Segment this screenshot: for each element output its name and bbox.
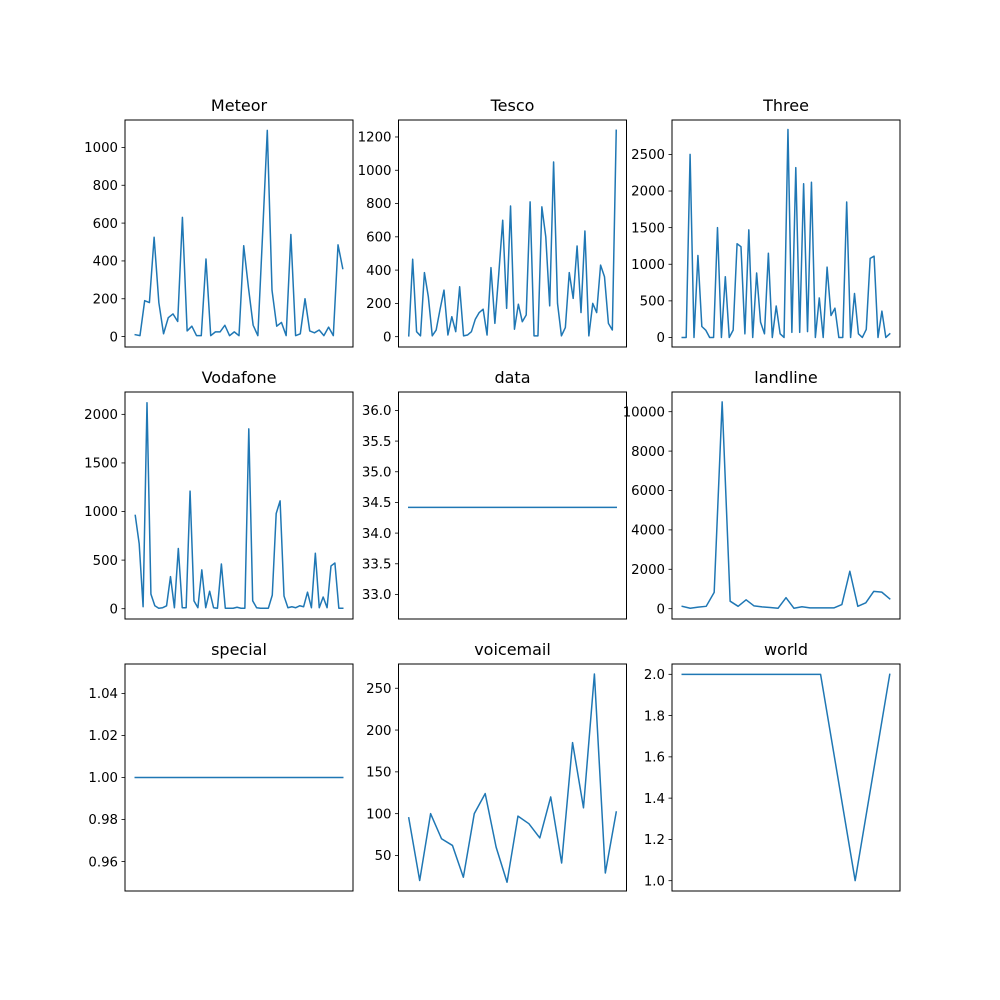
subplot-1: 0 200 400 600 800 1000 1200 Tesco	[358, 96, 627, 348]
panel-title: Meteor	[211, 96, 268, 115]
y-tick-label: 200	[366, 724, 391, 739]
subplot-7: 50 100 150 200 250 voicemail	[366, 640, 627, 892]
panel-title: special	[211, 640, 267, 659]
y-tick-label: 1.8	[644, 709, 665, 724]
y-tick-label: 1.04	[88, 687, 118, 702]
series-line-1-0	[407, 129, 618, 337]
y-tick-label: 50	[375, 849, 392, 864]
y-tick-label: 200	[93, 292, 118, 307]
y-tick-label: 1.4	[644, 792, 665, 807]
axes-frame	[671, 391, 901, 620]
y-tick-label: 0	[383, 330, 391, 345]
y-tick-label: 1500	[631, 221, 665, 236]
subplot-8: 1.0 1.2 1.4 1.6 1.8 2.0 world	[644, 640, 901, 892]
y-tick-label: 1.02	[88, 729, 118, 744]
subplot-2: 0 500 1000 1500 2000 2500 Three	[631, 96, 901, 348]
y-tick-label: 35.5	[362, 435, 392, 450]
axes-frame	[398, 119, 627, 348]
panel-title: Tesco	[490, 96, 535, 115]
axes-frame	[124, 391, 354, 620]
y-tick-label: 8000	[631, 445, 665, 460]
axes-frame	[124, 119, 354, 348]
y-tick-label: 1.2	[644, 833, 665, 848]
panel-title: data	[494, 368, 530, 387]
y-tick-label: 150	[366, 766, 391, 781]
y-tick-label: 33.0	[362, 588, 392, 603]
y-tick-label: 34.0	[362, 527, 392, 542]
y-tick-label: 1.6	[644, 751, 665, 766]
series-line-8-0	[681, 673, 891, 882]
y-tick-label: 1500	[84, 457, 118, 472]
y-tick-label: 1000	[84, 505, 118, 520]
y-tick-label: 6000	[631, 484, 665, 499]
subplot-6: 0.96 0.98 1.00 1.02 1.04 special	[88, 640, 354, 892]
panel-title: voicemail	[474, 640, 551, 659]
y-tick-label: 10000	[623, 405, 665, 420]
y-tick-label: 800	[93, 179, 118, 194]
y-tick-label: 500	[93, 554, 118, 569]
y-tick-label: 100	[366, 807, 391, 822]
y-tick-label: 2000	[631, 185, 665, 200]
y-tick-label: 2000	[631, 563, 665, 578]
y-tick-label: 2500	[631, 148, 665, 163]
y-tick-label: 35.0	[362, 465, 392, 480]
subplot-0: 0 200 400 600 800 1000 Meteor	[84, 96, 354, 348]
y-tick-label: 33.5	[362, 557, 392, 572]
subplot-3: 0 500 1000 1500 2000 Vodafone	[84, 368, 354, 620]
series-line-7-0	[407, 673, 618, 883]
y-tick-label: 500	[640, 295, 665, 310]
y-tick-label: 0	[110, 330, 118, 345]
y-tick-label: 600	[366, 231, 391, 246]
y-tick-label: 400	[366, 264, 391, 279]
y-tick-label: 1000	[358, 164, 392, 179]
y-tick-label: 1200	[358, 131, 392, 146]
panel-title: landline	[754, 368, 817, 387]
series-line-0-0	[134, 129, 344, 337]
axes-frame	[671, 663, 901, 892]
panel-title: Vodafone	[202, 368, 277, 387]
y-tick-label: 2000	[84, 408, 118, 423]
axes-frame	[398, 663, 627, 892]
y-tick-label: 0.96	[88, 855, 118, 870]
y-tick-label: 34.5	[362, 496, 392, 511]
axes-frame	[671, 119, 901, 348]
subplot-4: 33.0 33.5 34.0 34.5 35.0 35.5 36.0 data	[362, 368, 627, 620]
y-tick-label: 0.98	[88, 813, 118, 828]
series-line-3-0	[134, 401, 344, 609]
y-tick-label: 36.0	[362, 404, 392, 419]
panel-title: Three	[762, 96, 809, 115]
y-tick-label: 250	[366, 682, 391, 697]
y-tick-label: 0	[657, 331, 665, 346]
y-tick-label: 1.0	[644, 874, 665, 889]
y-tick-label: 1000	[631, 258, 665, 273]
y-tick-label: 1.00	[88, 771, 118, 786]
y-tick-label: 4000	[631, 524, 665, 539]
series-line-2-0	[681, 128, 891, 339]
y-tick-label: 2.0	[644, 668, 665, 683]
axes-frame	[398, 391, 627, 620]
subplot-5: 0 2000 4000 6000 8000 10000 landline	[623, 368, 901, 620]
y-tick-label: 0	[110, 602, 118, 617]
series-line-5-0	[681, 401, 891, 610]
y-tick-label: 800	[366, 197, 391, 212]
y-tick-label: 200	[366, 297, 391, 312]
panel-title: world	[764, 640, 808, 659]
y-tick-label: 400	[93, 255, 118, 270]
y-tick-label: 1000	[84, 141, 118, 156]
y-tick-label: 600	[93, 217, 118, 232]
y-tick-label: 0	[657, 602, 665, 617]
